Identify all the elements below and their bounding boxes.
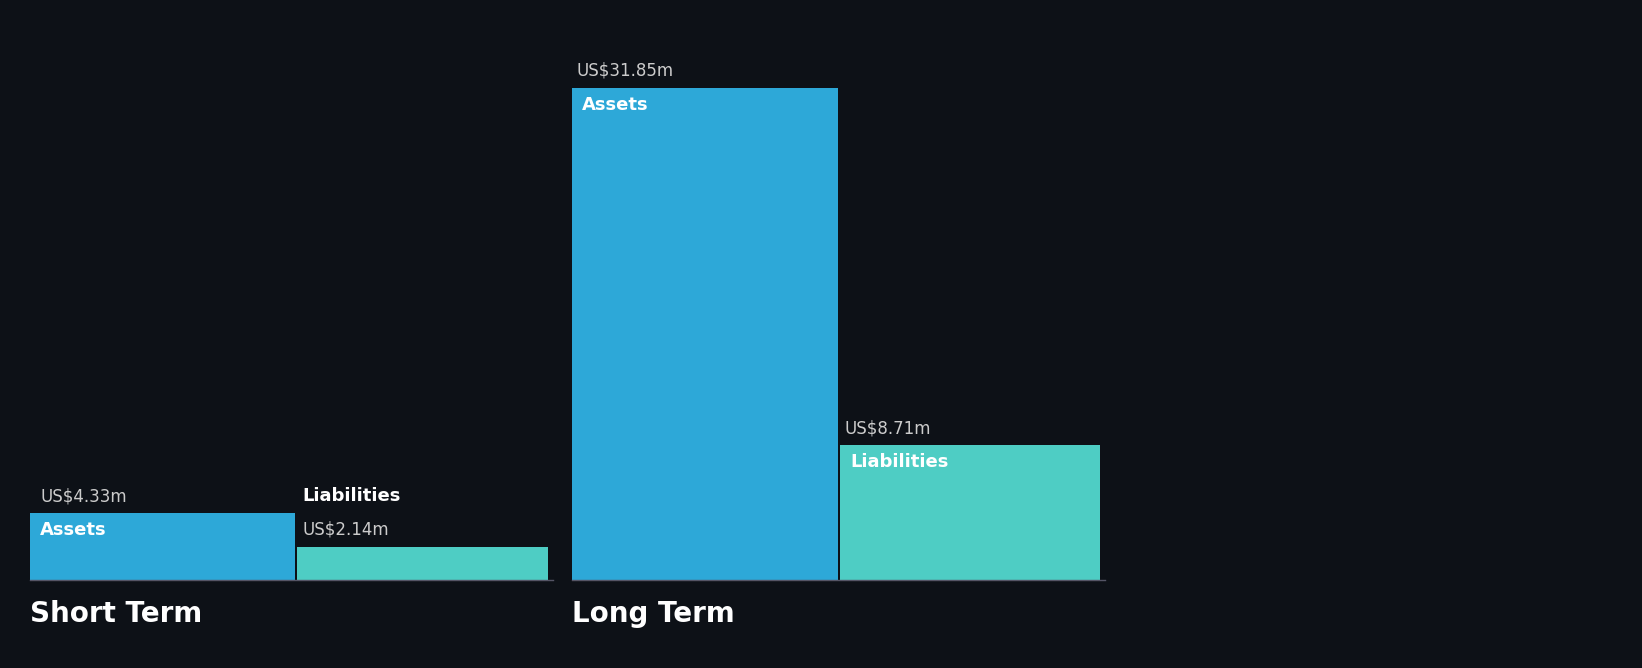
Text: US$31.85m: US$31.85m	[576, 62, 675, 80]
Text: US$8.71m: US$8.71m	[846, 420, 931, 438]
Text: Liabilities: Liabilities	[851, 454, 949, 472]
Text: Long Term: Long Term	[571, 600, 734, 628]
Text: Assets: Assets	[39, 521, 107, 539]
Bar	[841, 446, 1100, 580]
Bar	[297, 547, 548, 580]
Text: US$2.14m: US$2.14m	[302, 521, 389, 539]
Text: US$4.33m: US$4.33m	[39, 487, 126, 505]
Text: Short Term: Short Term	[30, 600, 202, 628]
Text: Assets: Assets	[581, 96, 649, 114]
Bar	[30, 513, 296, 580]
Bar	[571, 88, 837, 580]
Text: Liabilities: Liabilities	[302, 487, 401, 505]
